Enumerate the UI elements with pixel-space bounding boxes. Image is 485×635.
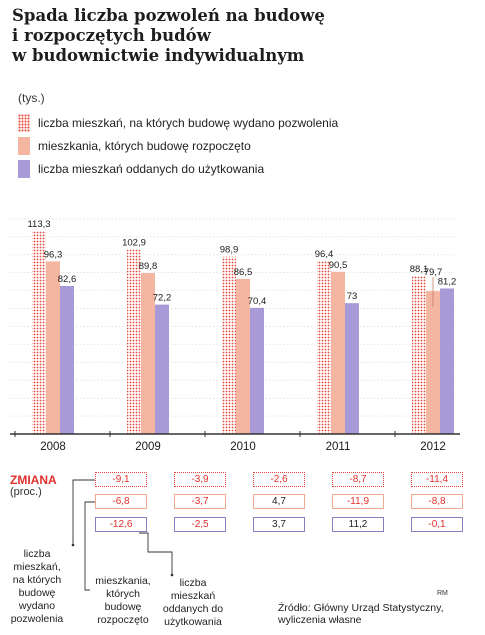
bar-completed: [440, 288, 454, 434]
change-value-completed: -2,5: [174, 517, 226, 532]
note-leader-dot: [170, 573, 174, 577]
note-leader-permits: [72, 479, 95, 545]
note-leader-dot: [71, 543, 75, 547]
x-tick-label: 2009: [135, 441, 161, 453]
bar-permits: [222, 256, 236, 434]
source-line-1: Źródło: Główny Urząd Statystyczny,: [278, 602, 444, 614]
data-label: 86,5: [234, 267, 253, 278]
data-label: 113,3: [27, 219, 50, 230]
bar-completed: [60, 285, 74, 434]
data-label: 70,4: [248, 296, 267, 307]
bar-permits: [127, 249, 141, 434]
bar-completed: [155, 304, 169, 434]
change-value-completed: 3,7: [253, 517, 305, 532]
change-value-permits: -11,4: [411, 472, 463, 487]
legend-label-completed: liczba mieszkań oddanych do użytkowania: [38, 162, 265, 176]
x-tick-label: 2008: [40, 441, 66, 453]
chart-title: Spada liczba pozwoleń na budowę i rozpoc…: [12, 6, 352, 66]
x-tick-label: 2010: [230, 441, 256, 453]
note-completed: liczba mieszkań oddanych do użytkowania: [162, 577, 224, 628]
change-value-permits: -2,6: [253, 472, 305, 487]
data-label: 72,2: [153, 293, 172, 304]
changes-subtitle: (proc.): [10, 486, 42, 498]
source-note: Źródło: Główny Urząd Statystyczny, wylic…: [278, 602, 444, 626]
title-line-1: Spada liczba pozwoleń na budowę: [12, 6, 325, 25]
unit-label: (tys.): [18, 91, 45, 105]
change-value-started: 4,7: [253, 494, 305, 509]
bar-permits: [317, 261, 331, 434]
note-permits: liczba mieszkań, na których budowę wydan…: [10, 548, 64, 625]
legend-label-permits: liczba mieszkań, na których budowę wydan…: [38, 116, 339, 130]
bar-started: [46, 261, 60, 434]
change-value-started: -11,9: [332, 494, 384, 509]
data-label: 81,2: [438, 276, 457, 287]
bar-started: [426, 291, 440, 434]
change-value-permits: -3,9: [174, 472, 226, 487]
note-leader-completed: [139, 532, 173, 575]
data-label: 82,6: [58, 274, 77, 285]
started-swatch: [18, 137, 30, 155]
note-started: mieszkania, których budowę rozpoczęto: [95, 575, 151, 626]
author-credit: RM: [437, 590, 448, 597]
change-value-completed: -0,1: [411, 517, 463, 532]
bar-started: [141, 273, 155, 434]
x-tick-label: 2011: [326, 441, 351, 453]
bar-completed: [250, 307, 264, 434]
data-label: 79,7: [424, 267, 443, 278]
data-label: 89,8: [139, 261, 158, 272]
change-value-permits: -9,1: [95, 472, 147, 487]
x-tick-label: 2012: [420, 441, 446, 453]
change-value-completed: -12,6: [95, 517, 147, 532]
title-line-2: i rozpoczętych budów: [12, 26, 211, 45]
completed-swatch: [18, 160, 30, 178]
bar-permits: [412, 276, 426, 434]
data-label: 73: [347, 291, 358, 302]
bar-permits: [32, 230, 46, 434]
change-value-started: -6,8: [95, 494, 147, 509]
source-line-2: wyliczenia własne: [278, 614, 362, 626]
data-label: 96,4: [315, 249, 334, 260]
bar-started: [331, 271, 345, 434]
legend-label-started: mieszkania, których budowę rozpoczęto: [38, 139, 251, 153]
bar-completed: [345, 303, 359, 434]
change-value-started: -8,8: [411, 494, 463, 509]
permits-swatch: [18, 114, 30, 132]
data-label: 98,9: [220, 245, 239, 256]
data-label: 96,3: [44, 249, 63, 260]
changes-title: ZMIANA: [10, 473, 57, 487]
title-line-3: w budownictwie indywidualnym: [12, 46, 305, 65]
note-leaders: [71, 479, 174, 591]
data-label: 102,9: [122, 238, 146, 249]
data-label: 90,5: [329, 260, 348, 271]
bar-started: [236, 278, 250, 434]
change-value-started: -3,7: [174, 494, 226, 509]
data-label: 88,1: [410, 264, 429, 275]
change-value-completed: 11,2: [332, 517, 384, 532]
change-value-permits: -8,7: [332, 472, 384, 487]
note-leader-started: [84, 501, 95, 591]
